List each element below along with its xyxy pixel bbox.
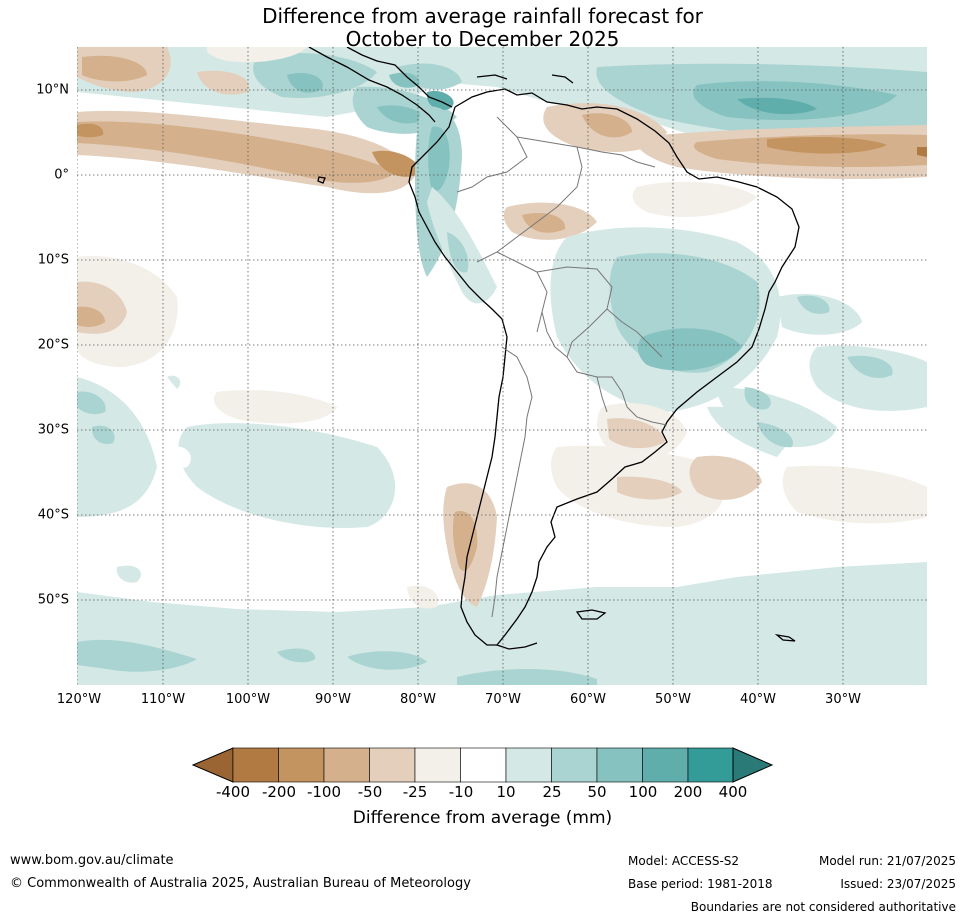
lon-label-50w: 50°W <box>655 692 691 707</box>
colorbar-label: Difference from average (mm) <box>352 808 613 828</box>
falkland-islands <box>575 609 607 620</box>
rainfall-anomaly-map <box>77 47 927 685</box>
colorbar-tick: 10 <box>496 783 516 801</box>
lon-label-110w: 110°W <box>140 692 186 707</box>
model-text: Model: ACCESS-S2 <box>628 854 740 868</box>
issued-text: Issued: 23/07/2025 <box>840 877 956 891</box>
lat-label-30s: 30°S <box>37 422 69 438</box>
central-america-caribbean-coast <box>346 47 453 108</box>
map-title-line-1: Difference from average rainfall forecas… <box>262 4 703 28</box>
coastlines <box>308 47 800 650</box>
website-link[interactable]: www.bom.gov.au/climate <box>10 853 174 868</box>
lon-label-80w: 80°W <box>400 692 436 707</box>
map-canvas <box>77 47 927 685</box>
base-period-text: Base period: 1981-2018 <box>628 877 773 891</box>
south-america-pacific-coast <box>408 106 508 646</box>
colorbar-tick: 100 <box>628 783 658 801</box>
lat-label-40s: 40°S <box>37 507 69 523</box>
lon-label-30w: 30°W <box>825 692 861 707</box>
colorbar-bin <box>278 747 325 783</box>
lat-label-20s: 20°S <box>37 337 69 353</box>
lon-label-40w: 40°W <box>740 692 776 707</box>
central-america-pacific-coast <box>308 47 436 123</box>
colorbar-bin <box>460 747 507 783</box>
colorbar <box>191 747 774 783</box>
colorbar-bin <box>323 747 370 783</box>
colorbar-tick: 25 <box>542 783 562 801</box>
colorbar-below-min-arrow <box>191 747 234 783</box>
lon-label-120w: 120°W <box>56 692 102 707</box>
colorbar-bin <box>414 747 461 783</box>
colorbar-tick: -25 <box>402 783 428 801</box>
lat-label-50s: 50°S <box>37 592 69 608</box>
colorbar-tick: -100 <box>306 783 342 801</box>
colorbar-tick: 50 <box>587 783 607 801</box>
lat-label-10s: 10°S <box>37 252 69 268</box>
colorbar-bin <box>687 747 734 783</box>
south-georgia <box>774 633 796 642</box>
colorbar-tick: -50 <box>357 783 383 801</box>
colorbar-bin <box>596 747 643 783</box>
disclaimer-text: Boundaries are not considered authoritat… <box>690 900 956 914</box>
colorbar-tick: 200 <box>673 783 703 801</box>
lon-label-60w: 60°W <box>570 692 606 707</box>
lat-label-10n: 10°N <box>36 82 69 98</box>
colorbar-tick: -10 <box>448 783 474 801</box>
colorbar-tick: -400 <box>215 783 251 801</box>
colorbar-above-max-arrow <box>732 747 774 783</box>
colorbar-bin <box>642 747 689 783</box>
colorbar-bin <box>551 747 598 783</box>
colorbar-bin <box>232 747 279 783</box>
colorbar-tick: 400 <box>718 783 748 801</box>
lon-label-90w: 90°W <box>315 692 351 707</box>
lon-label-100w: 100°W <box>225 692 271 707</box>
south-america-atlantic-coast <box>454 88 800 650</box>
colorbar-bin <box>505 747 552 783</box>
lon-label-70w: 70°W <box>485 692 521 707</box>
colorbar-bin <box>369 747 416 783</box>
lat-label-0: 0° <box>54 167 69 183</box>
anomaly-shading <box>77 47 927 685</box>
model-run-text: Model run: 21/07/2025 <box>818 854 956 868</box>
graticule <box>77 47 927 685</box>
copyright-text: © Commonwealth of Australia 2025, Austra… <box>10 876 471 891</box>
colorbar-tick: -200 <box>261 783 297 801</box>
